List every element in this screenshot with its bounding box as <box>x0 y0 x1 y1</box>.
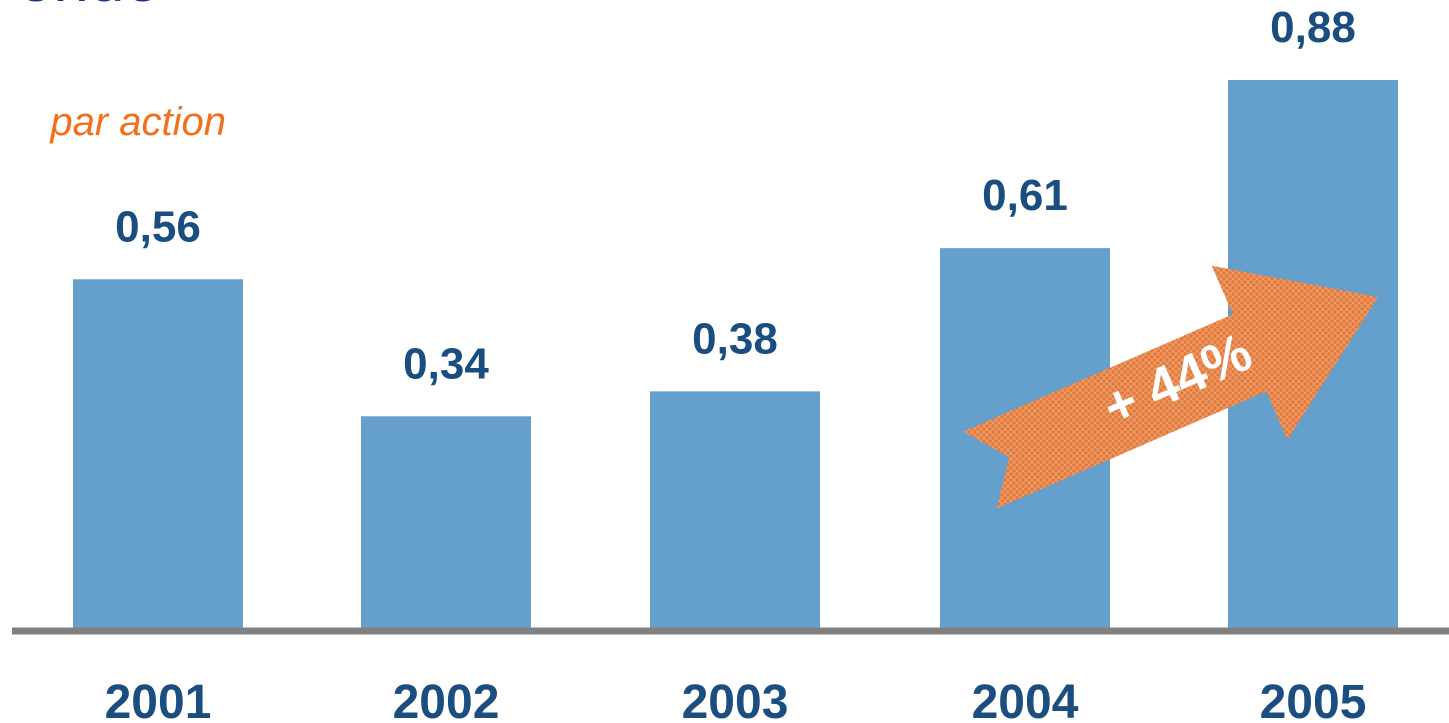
labels-group: 0,56 2001 0,34 2002 0,38 2003 0,61 2004 0,88 2005 <box>105 3 1367 723</box>
bar-2001 <box>73 279 243 628</box>
x-tick-label-2004: 2004 <box>972 676 1079 723</box>
x-tick-label-2003: 2003 <box>682 676 789 723</box>
page-title: ende <box>18 0 160 18</box>
title-clip: ende <box>0 0 200 18</box>
x-tick-label-2002: 2002 <box>393 676 500 723</box>
subtitle-clip: par action <box>0 96 240 152</box>
value-label-2004: 0,61 <box>982 171 1068 220</box>
chart-subtitle: par action <box>50 100 226 144</box>
value-label-2001: 0,56 <box>115 202 201 251</box>
bar-2003 <box>650 391 820 628</box>
x-tick-label-2001: 2001 <box>105 676 212 723</box>
bar-2002 <box>361 416 531 628</box>
value-label-2002: 0,34 <box>403 339 489 388</box>
value-label-2005: 0,88 <box>1270 3 1356 52</box>
x-tick-label-2005: 2005 <box>1260 676 1367 723</box>
growth-arrow-shape <box>963 265 1378 509</box>
value-label-2003: 0,38 <box>692 314 778 363</box>
